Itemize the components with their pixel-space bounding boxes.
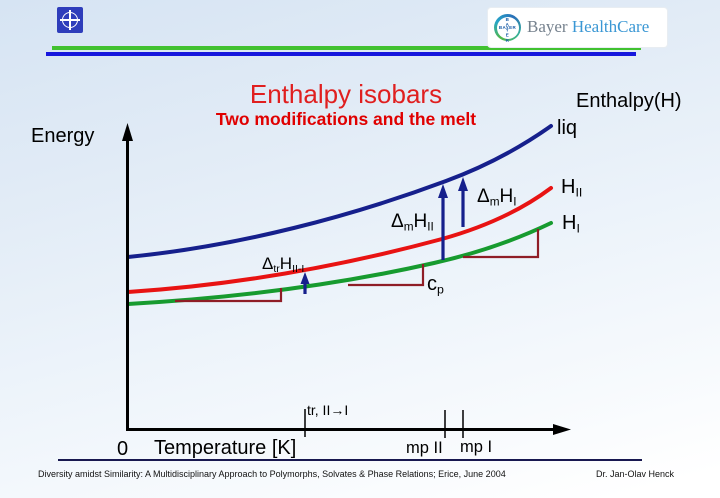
enthalpy-axis-label: Enthalpy(H) <box>576 90 682 112</box>
bayer-cross-vbar-icon <box>68 10 71 30</box>
y-axis-arrowhead-icon <box>122 123 133 141</box>
dm2-sub2: II <box>427 220 434 234</box>
bayer-circle-logo-icon: BAYER BAYER <box>494 14 521 43</box>
dtr-delta: Δ <box>262 254 274 273</box>
footer-citation: Diversity amidst Similarity: A Multidisc… <box>38 469 506 479</box>
h1-sub: I <box>576 221 580 236</box>
tick-label-mp2: mp II <box>406 439 443 457</box>
brand-wordmark: Bayer HealthCare <box>527 17 649 37</box>
annotation-delta-m-h2: ΔmHII <box>391 211 434 233</box>
footer-divider <box>58 459 642 461</box>
h2-sub: II <box>575 185 583 200</box>
cp-slope-marker-middle <box>348 264 425 287</box>
dm1-sub1: m <box>489 195 500 209</box>
annotation-delta-m-h1: ΔmHI <box>477 186 517 208</box>
dm2-sub1: m <box>403 220 414 234</box>
dm2-main: H <box>413 211 428 232</box>
dtr-sub2: II-I <box>292 262 305 275</box>
footer-author: Dr. Jan-Olav Henck <box>596 469 675 479</box>
energy-axis-label: Energy <box>31 125 95 147</box>
arrow-delta-m2-head <box>438 184 448 198</box>
arrow-delta-m1-head <box>458 177 468 191</box>
dtr-sub1: tr <box>273 262 280 275</box>
annotation-cp: cp <box>427 273 444 296</box>
header-rule-green <box>52 46 641 50</box>
h1-main: H <box>562 212 577 234</box>
curve-h1 <box>126 221 553 306</box>
dm1-sub2: I <box>513 195 517 209</box>
dm2-delta: Δ <box>391 211 404 232</box>
bayer-circle-inner: BAYER BAYER <box>496 16 519 43</box>
curve-label-h2: HII <box>561 176 582 199</box>
cp-slope-marker-right <box>463 229 540 259</box>
origin-label: 0 <box>117 438 129 460</box>
curve-label-liq: liq <box>557 117 578 139</box>
dm1-delta: Δ <box>477 186 490 207</box>
brand-name: Bayer <box>527 17 568 36</box>
cp-sub: p <box>437 282 444 297</box>
dtr-main: H <box>279 254 293 273</box>
curve-liq <box>126 124 553 259</box>
cp-slope-marker-left <box>175 288 283 303</box>
bayer-square-logo-icon <box>57 7 83 33</box>
curve-h2 <box>126 186 553 294</box>
x-axis-label: Temperature [K] <box>154 437 297 459</box>
bayer-cross-vertical-text: BAYER <box>504 16 510 43</box>
header-rule-blue <box>46 51 636 56</box>
curve-label-h1: HI <box>562 212 580 235</box>
bayer-cross-horizontal-text: BAYER <box>498 25 517 31</box>
bayer-healthcare-logo: BAYER BAYER Bayer HealthCare <box>488 8 667 47</box>
x-axis-arrowhead-icon <box>553 424 571 435</box>
annotation-delta-tr: ΔtrHII-I <box>262 254 304 275</box>
h2-main: H <box>561 176 576 198</box>
page-subtitle: Two modifications and the melt <box>215 109 477 129</box>
brand-product: HealthCare <box>571 17 650 36</box>
page-title: Enthalpy isobars <box>249 79 443 109</box>
cp-main: c <box>427 273 437 295</box>
dm1-main: H <box>499 186 514 207</box>
tick-label-tr: tr, II→I <box>307 402 349 418</box>
arrow-delta-tr-head <box>300 272 310 284</box>
tick-label-mp1: mp I <box>460 438 493 456</box>
